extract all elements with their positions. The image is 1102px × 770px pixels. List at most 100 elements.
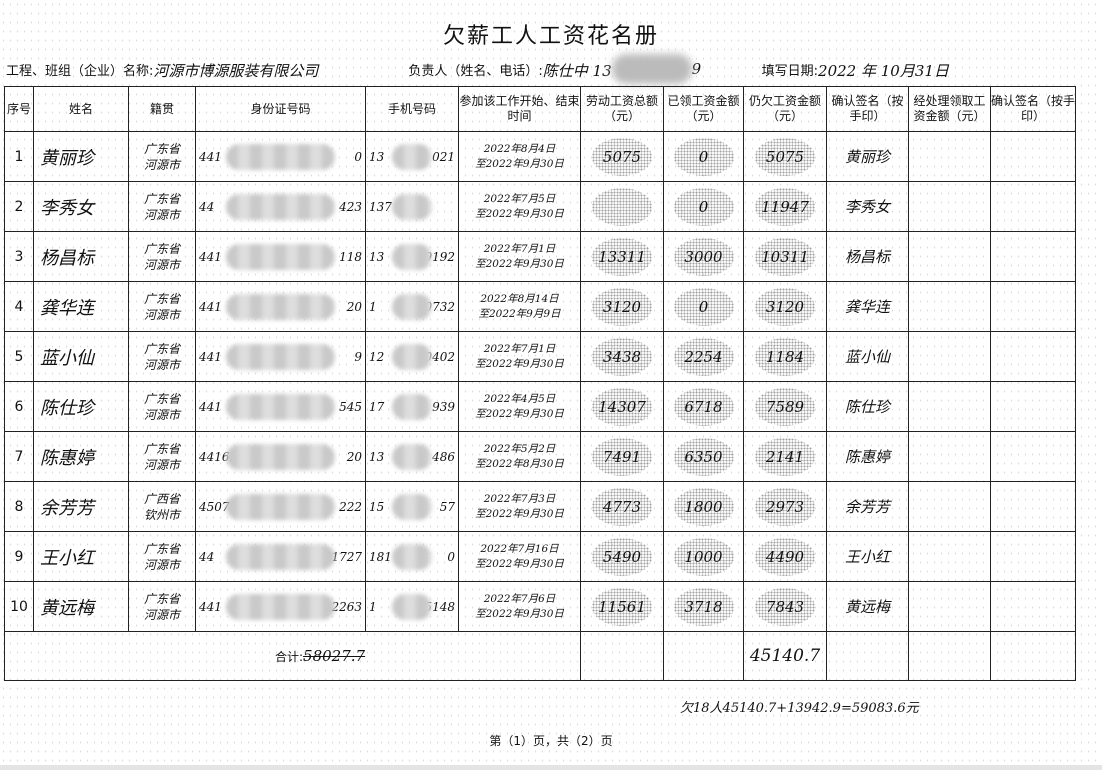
owed-wage-value: 4490	[765, 547, 805, 566]
id-head: 441	[199, 399, 222, 414]
fingerprint	[755, 287, 815, 326]
phone-tail: 021	[432, 149, 455, 164]
processed-signature	[990, 381, 1076, 432]
total-wage-value: 7491	[602, 447, 642, 466]
signature: 蓝小仙	[826, 331, 909, 382]
signature: 杨昌标	[826, 231, 909, 282]
row-number: 10	[4, 581, 34, 632]
page-title: 欠薪工人工资花名册	[442, 24, 659, 49]
total-wage-value: 4773	[602, 497, 642, 516]
phone-tail: 9192	[424, 249, 455, 264]
table-row: 6 陈仕珍 广东省 河源市 441 545 17 939 2022年4月5日 至2022…	[4, 381, 1076, 432]
start-date: 2022年7月5日	[483, 192, 556, 205]
fingerprint	[592, 387, 652, 426]
worker-name: 陈惠婷	[33, 431, 129, 482]
processed-signature	[990, 231, 1076, 282]
work-period: 2022年8月14日 至2022年9月9日	[458, 281, 581, 332]
column-header: 身份证号码	[195, 86, 366, 132]
owed-wage: 5075	[743, 131, 827, 182]
id-number: 441 0	[195, 131, 366, 182]
column-header: 手机号码	[365, 86, 459, 132]
owed-wage: 7589	[743, 381, 827, 432]
owed-wage-value: 11947	[761, 197, 809, 216]
owed-wage: 3120	[743, 281, 827, 332]
province: 广东省	[143, 391, 180, 406]
column-header: 参加该工作开始、结束时间	[458, 86, 581, 132]
processed-amount	[908, 231, 991, 282]
processed-signature	[990, 181, 1076, 232]
processed-signature	[990, 481, 1076, 532]
work-period: 2022年7月1日 至2022年9月30日	[458, 331, 581, 382]
id-number: 44 21727	[195, 531, 366, 582]
id-tail: 222	[339, 499, 362, 514]
phone-tail: 939	[432, 399, 455, 414]
person-value: 陈仕中 13	[542, 62, 612, 80]
id-tail: 2263	[331, 599, 362, 614]
handwritten-note: 欠18人45140.7+13942.9=59083.6元	[680, 701, 919, 716]
end-date: 至2022年9月30日	[475, 557, 564, 570]
empty-cell	[663, 631, 744, 681]
redaction-mask	[392, 243, 432, 270]
owed-wage-value: 7843	[765, 597, 805, 616]
fingerprint	[592, 237, 652, 276]
province: 广东省	[143, 191, 180, 206]
processed-signature	[990, 131, 1076, 182]
total-struck-value: 58027.7	[303, 647, 366, 665]
processed-signature	[990, 281, 1076, 332]
phone-number: 1 5148	[365, 581, 459, 632]
redaction-mask	[392, 143, 432, 170]
header-meta: 工程、班组（企业）名称: 河源市博源服装有限公司 负责人（姓名、电话）: 陈仕中…	[6, 54, 1096, 84]
worker-name: 李秀女	[33, 181, 129, 232]
end-date: 至2022年8月30日	[475, 457, 564, 470]
row-number: 5	[4, 331, 34, 382]
phone-number: 137	[365, 181, 459, 232]
start-date: 2022年7月1日	[483, 342, 556, 355]
phone-number: 12 0402	[365, 331, 459, 382]
id-tail: 20	[346, 299, 362, 314]
id-number: 441 2263	[195, 581, 366, 632]
row-number: 7	[4, 431, 34, 482]
province: 广东省	[143, 241, 180, 256]
total-wage: 13311	[580, 231, 664, 282]
signature: 黄远梅	[826, 581, 909, 632]
paid-wage: 3718	[663, 581, 744, 632]
work-period: 2022年7月6日 至2022年9月30日	[458, 581, 581, 632]
id-number: 441 118	[195, 231, 366, 282]
redaction-mask	[226, 543, 335, 570]
start-date: 2022年5月2日	[483, 442, 556, 455]
processed-amount	[908, 381, 991, 432]
paid-wage: 0	[663, 281, 744, 332]
table-row: 4 龚华连 广东省 河源市 441 20 1 0732 2022年8月14日 至2022…	[4, 281, 1076, 332]
paid-wage-value: 2254	[684, 347, 723, 366]
column-header: 确认签名（按手印）	[826, 86, 909, 132]
id-head: 441	[199, 149, 222, 164]
fingerprint	[592, 487, 652, 526]
owed-wage: 2973	[743, 481, 827, 532]
redaction-mask	[392, 343, 432, 370]
project-label: 工程、班组（企业）名称:	[6, 64, 154, 79]
city: 河源市	[143, 307, 180, 322]
signature: 李秀女	[826, 181, 909, 232]
fingerprint	[673, 187, 734, 226]
paid-wage: 6350	[663, 431, 744, 482]
fingerprint	[673, 287, 734, 326]
row-number: 6	[4, 381, 34, 432]
fingerprint	[755, 487, 815, 526]
end-date: 至2022年9月30日	[475, 507, 564, 520]
end-date: 至2022年9月30日	[475, 157, 564, 170]
owed-wage: 1184	[743, 331, 827, 382]
phone-number: 15 57	[365, 481, 459, 532]
end-date: 至2022年9月30日	[475, 407, 564, 420]
id-head: 44	[199, 549, 215, 564]
start-date: 2022年8月14日	[480, 292, 559, 305]
column-header: 仍欠工资金额（元）	[743, 86, 827, 132]
row-number: 3	[4, 231, 34, 282]
total-wage-value: 5490	[602, 547, 642, 566]
empty-cell	[908, 631, 991, 681]
phone-number: 13 486	[365, 431, 459, 482]
city: 河源市	[143, 557, 180, 572]
row-number: 4	[4, 281, 34, 332]
total-label: 合计:	[275, 650, 304, 664]
fingerprint	[673, 437, 734, 476]
phone-number: 13 021	[365, 131, 459, 182]
